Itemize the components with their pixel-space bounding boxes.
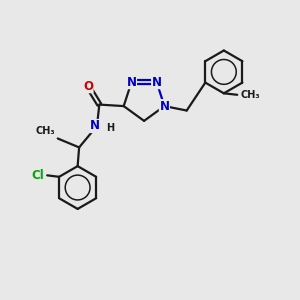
Text: N: N <box>127 76 136 89</box>
Text: N: N <box>159 100 170 112</box>
Text: H: H <box>106 123 115 134</box>
Text: CH₃: CH₃ <box>240 90 260 100</box>
Text: N: N <box>90 119 100 133</box>
Text: N: N <box>152 76 162 89</box>
Text: Cl: Cl <box>31 169 44 182</box>
Text: O: O <box>83 80 93 93</box>
Text: CH₃: CH₃ <box>36 126 55 136</box>
